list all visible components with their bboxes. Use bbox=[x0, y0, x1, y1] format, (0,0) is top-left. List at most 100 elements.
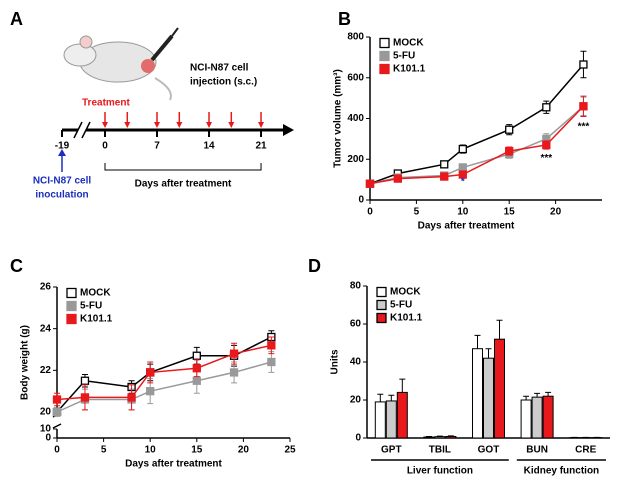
data-point bbox=[229, 349, 239, 358]
bar bbox=[472, 348, 483, 439]
panel-label: A bbox=[10, 9, 23, 29]
data-point bbox=[579, 60, 588, 69]
data-point bbox=[393, 174, 402, 183]
legend-label: K101.1 bbox=[390, 313, 423, 324]
treatment-arrowhead bbox=[206, 122, 213, 128]
data-point bbox=[127, 393, 136, 402]
x-axis-label: Days after treatment bbox=[125, 459, 222, 470]
legend-swatch bbox=[66, 287, 77, 299]
y-tick-label: 0 bbox=[358, 195, 364, 206]
y-tick-label: 800 bbox=[347, 32, 364, 43]
timeline-tick-label: 21 bbox=[255, 141, 267, 152]
legend-label: MOCK bbox=[80, 288, 111, 299]
bar bbox=[531, 396, 543, 439]
y-tick-label: 0 bbox=[45, 433, 51, 444]
y-tick-label: 20 bbox=[350, 395, 362, 406]
x-tick-label: 0 bbox=[54, 445, 60, 456]
data-point bbox=[80, 376, 90, 385]
data-point bbox=[80, 393, 90, 402]
bar bbox=[396, 391, 408, 439]
annotation: * bbox=[461, 176, 465, 187]
legend-label: K101.1 bbox=[80, 314, 113, 325]
y-tick-label: 20 bbox=[40, 407, 52, 418]
timeline-tick-label: 14 bbox=[203, 141, 215, 152]
data-point bbox=[440, 172, 449, 181]
legend-label: 5-FU bbox=[393, 51, 415, 62]
treatment-arrowhead bbox=[154, 122, 161, 128]
mouse-head bbox=[63, 43, 97, 67]
y-tick-label: 0 bbox=[355, 433, 361, 444]
timeline-tick-label: 0 bbox=[102, 141, 108, 152]
treatment-arrowhead bbox=[258, 122, 265, 128]
days-bracket bbox=[104, 163, 262, 171]
y-tick-label: 600 bbox=[347, 72, 364, 83]
x-tick-label: GOT bbox=[478, 445, 500, 456]
legend-swatch bbox=[379, 50, 390, 62]
legend-swatch bbox=[66, 300, 77, 312]
bar bbox=[423, 436, 435, 439]
error-bar bbox=[388, 394, 395, 401]
break-mark bbox=[73, 121, 83, 139]
data-point bbox=[440, 160, 449, 169]
x-tick-label: 5 bbox=[414, 207, 420, 218]
mouse-tail bbox=[154, 77, 172, 101]
legend-swatch bbox=[376, 312, 387, 324]
panel-label: C bbox=[10, 256, 23, 276]
error-bar bbox=[399, 378, 406, 393]
panel-label: B bbox=[338, 9, 351, 29]
legend-label: MOCK bbox=[393, 38, 424, 49]
timeline-tick-label: -19 bbox=[55, 141, 70, 152]
y-tick-label: 24 bbox=[40, 323, 52, 334]
error-bar bbox=[474, 334, 481, 349]
x-tick-label: TBIL bbox=[429, 445, 451, 456]
legend-label: 5-FU bbox=[390, 300, 412, 311]
y-axis-label: Body weight (g) bbox=[20, 325, 31, 400]
panel-label: D bbox=[308, 256, 321, 276]
mouse-ear bbox=[79, 35, 93, 49]
y-tick-label: 10 bbox=[40, 424, 52, 435]
x-tick-label: 15 bbox=[191, 445, 203, 456]
days-label: Days after treatment bbox=[135, 179, 232, 190]
x-tick-label: GPT bbox=[381, 445, 402, 456]
timeline-arrowhead bbox=[283, 124, 294, 136]
bar bbox=[434, 436, 446, 439]
data-point bbox=[505, 146, 514, 156]
break-mark bbox=[81, 121, 91, 139]
legend-swatch bbox=[376, 299, 387, 311]
annotation: *** bbox=[540, 153, 552, 164]
legend-swatch bbox=[66, 313, 77, 325]
data-point bbox=[146, 387, 155, 396]
group-label: Liver function bbox=[407, 466, 473, 477]
x-tick-label: BUN bbox=[526, 445, 548, 456]
inoculation-label: NCI-N87 cell bbox=[33, 176, 92, 187]
injection-label: NCI-N87 cell bbox=[190, 63, 249, 74]
mouse-illustration bbox=[63, 27, 179, 101]
y-tick-label: 40 bbox=[350, 357, 362, 368]
data-point bbox=[458, 170, 467, 179]
tumor-site bbox=[141, 59, 155, 73]
data-point bbox=[52, 407, 62, 417]
x-tick-label: 0 bbox=[367, 207, 373, 218]
legend-swatch bbox=[379, 37, 390, 49]
y-tick-label: 22 bbox=[40, 365, 52, 376]
break-gap bbox=[78, 122, 86, 138]
annotation: *** bbox=[578, 121, 590, 132]
error-bar bbox=[496, 319, 503, 340]
error-bar bbox=[545, 391, 552, 397]
legend-swatch bbox=[376, 286, 387, 298]
data-point bbox=[458, 144, 467, 154]
series-line bbox=[56, 361, 272, 413]
data-point bbox=[458, 163, 467, 172]
data-point bbox=[192, 364, 201, 373]
bar bbox=[374, 401, 386, 439]
y-tick-label: 200 bbox=[347, 154, 364, 165]
error-bar bbox=[377, 393, 384, 402]
data-point bbox=[542, 103, 551, 112]
treatment-arrowhead bbox=[124, 122, 131, 128]
x-tick-label: 5 bbox=[101, 445, 107, 456]
bar bbox=[520, 399, 532, 439]
syringe bbox=[150, 34, 174, 62]
x-tick-label: 10 bbox=[145, 445, 157, 456]
bar bbox=[385, 400, 397, 439]
